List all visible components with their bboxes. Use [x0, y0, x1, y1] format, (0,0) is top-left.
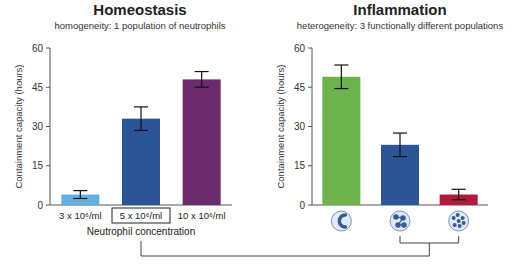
error-line [341, 65, 342, 89]
error-cap [334, 88, 348, 89]
bar [322, 77, 360, 205]
y-axis-label: Containment capacity (hours) [13, 64, 24, 188]
y-tick-label: 0 [299, 200, 305, 211]
error-bar [134, 107, 148, 131]
y-tick-label: 15 [294, 160, 306, 171]
nucleus-link [396, 217, 404, 225]
x-axis-label: Neutrophil concentration [87, 226, 195, 237]
y-tick-label: 30 [32, 121, 44, 132]
bar [122, 119, 160, 205]
cell [331, 211, 351, 231]
connector [141, 236, 459, 256]
nucleus [456, 213, 460, 217]
error-bar [334, 65, 348, 89]
error-bar [73, 191, 87, 199]
neutrophil-icon [390, 211, 410, 231]
y-tick-label: 60 [294, 43, 306, 54]
error-cap [452, 189, 466, 190]
bars [61, 72, 220, 205]
x-tick-label: 5 x 10⁶/ml [120, 210, 162, 221]
nucleus [461, 216, 465, 220]
y-tick-label: 30 [294, 121, 306, 132]
y-axis-label: Containment capacity (hours) [275, 64, 286, 188]
title: Inflammation [353, 1, 446, 18]
error-cap [393, 156, 407, 157]
error-cap [452, 199, 466, 200]
y-tick [46, 205, 50, 206]
error-cap [73, 198, 87, 199]
highlight-box [112, 208, 170, 223]
nucleus [452, 216, 456, 220]
y-tick-label: 45 [32, 82, 44, 93]
error-cap [195, 87, 209, 88]
nucleus [339, 215, 345, 227]
y-tick [308, 126, 312, 127]
error-line [399, 133, 400, 157]
neutrophil-icon [449, 211, 469, 231]
nucleus [453, 223, 457, 227]
bars [322, 65, 477, 205]
y-tick [308, 48, 312, 49]
nucleus [457, 219, 461, 223]
error-cap [134, 130, 148, 131]
subtitle: heterogeneity: 3 functionally different … [297, 20, 504, 31]
y-tick [46, 165, 50, 166]
cell [449, 211, 469, 231]
y-tick-label: 60 [32, 43, 44, 54]
y-tick-label: 15 [32, 160, 44, 171]
y-tick [308, 165, 312, 166]
y-tick [46, 126, 50, 127]
chart-svg: Homeostasis homogeneity: 1 population of … [0, 0, 520, 275]
error-cap [134, 106, 148, 107]
error-cap [195, 71, 209, 72]
y-tick [308, 87, 312, 88]
error-bar [452, 189, 466, 199]
nucleus [458, 224, 462, 228]
x-tick-label: 10 x 10⁶/ml [178, 210, 226, 221]
error-bar [195, 72, 209, 88]
panel: Homeostasis homogeneity: 1 population of … [13, 1, 232, 237]
error-line [458, 189, 459, 199]
chart-root: Homeostasis homogeneity: 1 population of … [0, 0, 520, 275]
y-tick [46, 87, 50, 88]
y-tick-label: 45 [294, 82, 306, 93]
bar [183, 79, 221, 205]
error-cap [334, 64, 348, 65]
error-line [201, 72, 202, 88]
error-line [80, 191, 81, 199]
y-tick [308, 205, 312, 206]
error-cap [73, 190, 87, 191]
subtitle: homogeneity: 1 population of neutrophils [54, 20, 225, 31]
nucleus [462, 221, 466, 225]
error-bar [393, 133, 407, 157]
title: Homeostasis [93, 1, 186, 18]
y-tick [46, 48, 50, 49]
cell [390, 211, 410, 231]
y-tick-label: 0 [37, 200, 43, 211]
error-line [140, 107, 141, 131]
neutrophil-icon [331, 211, 351, 231]
x-tick-label: 3 x 10⁶/ml [59, 210, 101, 221]
panel: Inflammation heterogeneity: 3 functionall… [275, 1, 503, 231]
error-cap [393, 132, 407, 133]
